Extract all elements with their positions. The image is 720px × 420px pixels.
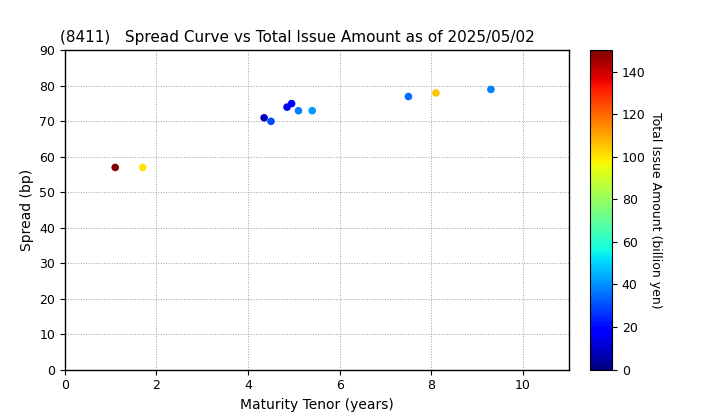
Y-axis label: Spread (bp): Spread (bp) [19,169,34,251]
Point [265,118,276,125]
Point [282,104,293,110]
Point [109,164,121,171]
X-axis label: Maturity Tenor (years): Maturity Tenor (years) [240,398,394,412]
Point [293,108,305,114]
Point [137,164,148,171]
Point [286,100,297,107]
Text: (8411)   Spread Curve vs Total Issue Amount as of 2025/05/02: (8411) Spread Curve vs Total Issue Amoun… [60,30,534,45]
Point [485,86,497,93]
Point [307,108,318,114]
Point [402,93,414,100]
Y-axis label: Total Issue Amount (billion yen): Total Issue Amount (billion yen) [649,112,662,308]
Point [258,114,270,121]
Point [430,89,441,96]
